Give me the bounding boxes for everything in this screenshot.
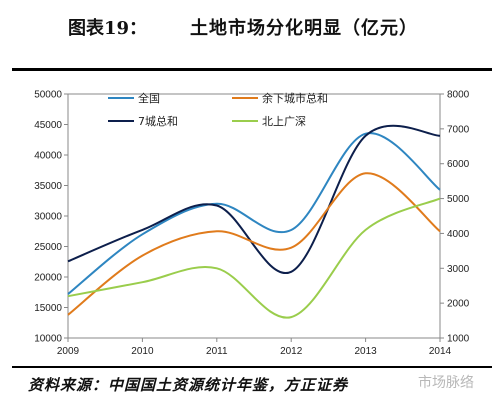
x-tick-label: 2012 [280, 346, 303, 357]
y-right-tick-label: 8000 [447, 90, 470, 101]
x-tick-label: 2014 [429, 346, 452, 357]
series-line [67, 124, 441, 275]
y-right-tick-label: 7000 [447, 124, 470, 135]
y-left-tick-label: 25000 [34, 242, 62, 253]
x-tick-label: 2010 [131, 346, 154, 357]
bottom-rule [12, 366, 492, 368]
figure-title: 土地市场分化明显（亿元） [190, 18, 418, 39]
x-tick-label: 2009 [57, 346, 80, 357]
y-right-tick-label: 2000 [447, 299, 470, 310]
y-left-tick-label: 15000 [34, 303, 62, 314]
series-line [67, 197, 441, 319]
x-tick-label: 2011 [206, 346, 228, 357]
legend-label: 北上广深 [262, 115, 306, 128]
y-right-tick-label: 6000 [447, 159, 470, 170]
figure-label: 图表19： [68, 18, 148, 39]
top-rule [12, 68, 492, 71]
y-left-tick-label: 45000 [34, 120, 62, 131]
y-right-tick-label: 3000 [447, 264, 470, 275]
y-left-tick-label: 35000 [34, 181, 62, 192]
y-left-tick-label: 30000 [34, 212, 62, 223]
y-left-tick-label: 40000 [34, 151, 62, 162]
legend-label: 余下城市总和 [262, 91, 328, 105]
y-right-tick-label: 4000 [447, 229, 470, 240]
y-right-tick-label: 5000 [447, 194, 470, 205]
legend-label: 7城总和 [138, 114, 178, 128]
legend-label: 全国 [138, 91, 160, 105]
y-left-tick-label: 50000 [34, 90, 62, 101]
y-left-tick-label: 20000 [34, 273, 62, 284]
figure-header: 图表19： 土地市场分化明显（亿元） [0, 0, 500, 56]
plot-frame [67, 93, 441, 339]
series-line [67, 132, 441, 295]
series-line [67, 172, 441, 316]
x-tick-label: 2013 [354, 346, 377, 357]
watermark: 市场脉络 [418, 375, 474, 391]
source-note: 资料来源：中国国土资源统计年鉴，方正证券 [28, 376, 349, 394]
y-left-tick-label: 10000 [34, 334, 62, 345]
y-right-tick-label: 1000 [447, 334, 470, 345]
